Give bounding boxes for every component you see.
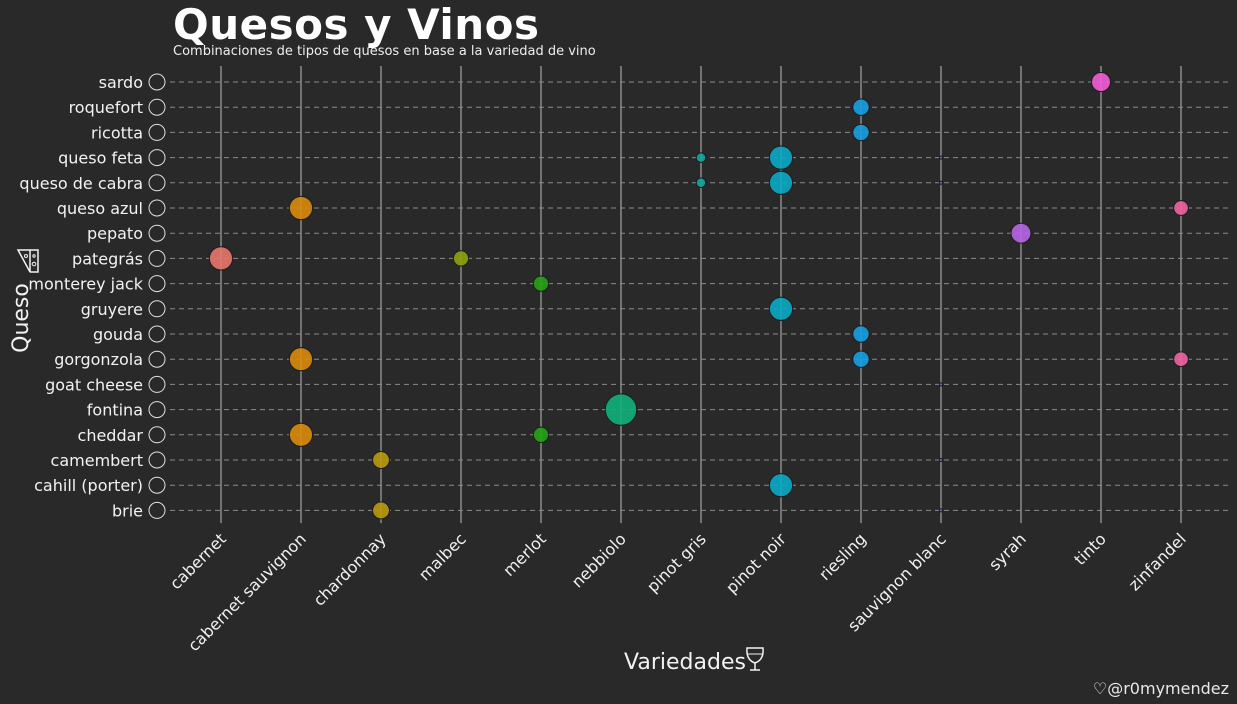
data-point: [852, 350, 870, 368]
circle-outline-icon: [148, 249, 166, 267]
circle-outline-icon: [148, 98, 166, 116]
y-tick-label: gorgonzola: [54, 350, 143, 369]
y-tick-label: brie: [112, 501, 143, 520]
y-tick-label: camembert: [51, 451, 143, 470]
data-point: [695, 177, 707, 189]
x-axis-label: Variedades: [624, 650, 746, 675]
circle-outline-icon: [148, 149, 166, 167]
y-tick-label: queso feta: [58, 149, 143, 168]
data-point: [532, 426, 550, 443]
data-point: [372, 451, 390, 469]
data-point: [288, 422, 314, 447]
data-point: [1173, 351, 1189, 368]
data-point: [695, 152, 707, 163]
data-point: [852, 123, 870, 142]
y-tick-label: roquefort: [69, 98, 143, 117]
data-points: [208, 72, 1189, 520]
data-point: [768, 145, 794, 170]
y-axis-ticks: sardo roquefort ricotta queso feta queso de …: [19, 73, 166, 520]
x-tick-label: chardonnay: [310, 529, 390, 609]
x-tick-label: pinot gris: [643, 529, 710, 596]
cheese-icon: [16, 249, 39, 273]
y-tick-label: goat cheese: [45, 375, 143, 394]
x-tick-label: pinot noir: [722, 529, 790, 597]
x-tick-label: cabernet: [166, 529, 230, 593]
data-point: [939, 155, 943, 160]
y-tick-label: cheddar: [78, 426, 144, 445]
circle-outline-icon: [148, 123, 166, 141]
circle-outline-icon: [148, 275, 166, 293]
y-tick-label: cahill (porter): [34, 476, 143, 495]
data-point: [939, 180, 943, 185]
y-tick-label: pategrás: [72, 249, 143, 268]
y-tick-label: monterey jack: [28, 275, 143, 294]
data-point: [288, 195, 314, 221]
data-point: [532, 275, 550, 292]
data-point: [604, 393, 638, 426]
y-tick-label: pepato: [87, 224, 143, 243]
circle-outline-icon: [148, 174, 166, 192]
y-tick-label: ricotta: [91, 123, 143, 142]
data-point: [208, 246, 234, 271]
data-point: [852, 325, 870, 343]
x-tick-label: merlot: [499, 529, 550, 580]
x-tick-label: zinfandel: [1125, 529, 1190, 594]
x-tick-label: riesling: [815, 529, 870, 584]
grid-lines: [170, 66, 1228, 523]
data-point: [1091, 72, 1111, 92]
circle-outline-icon: [148, 199, 166, 217]
data-point: [852, 98, 870, 116]
data-point: [372, 501, 390, 520]
data-point: [1010, 222, 1032, 244]
x-tick-label: malbec: [415, 529, 470, 584]
x-tick-label: nebbiolo: [568, 529, 630, 591]
data-point: [452, 250, 470, 267]
author-credit: ♡@r0mymendez: [1092, 679, 1229, 698]
circle-outline-icon: [148, 73, 166, 91]
y-axis-label: Queso: [9, 283, 34, 353]
circle-outline-icon: [148, 501, 166, 519]
circle-outline-icon: [148, 476, 166, 494]
y-tick-label: queso azul: [57, 199, 143, 218]
data-point: [768, 473, 794, 498]
circle-outline-icon: [148, 426, 166, 444]
data-point: [939, 508, 943, 513]
y-tick-label: sardo: [99, 73, 143, 92]
circle-outline-icon: [148, 451, 166, 469]
data-point: [939, 458, 943, 462]
y-tick-label: gouda: [93, 325, 143, 344]
circle-outline-icon: [148, 300, 166, 318]
chart-subtitle: Combinaciones de tipos de quesos en base…: [173, 44, 596, 59]
chart-title: Quesos y Vinos: [173, 0, 540, 49]
x-axis-label-group: Variedades: [624, 647, 764, 675]
circle-outline-icon: [148, 375, 166, 393]
circle-outline-icon: [148, 350, 166, 368]
y-tick-label: fontina: [87, 401, 143, 420]
circle-outline-icon: [148, 224, 166, 242]
wine-glass-icon: [746, 647, 764, 671]
x-tick-label: tinto: [1070, 529, 1110, 569]
circle-outline-icon: [148, 401, 166, 419]
data-point: [939, 382, 943, 387]
data-point: [1173, 200, 1189, 216]
y-tick-label: queso de cabra: [19, 174, 143, 193]
data-point: [768, 296, 794, 321]
y-tick-label: gruyere: [81, 300, 143, 319]
y-axis-label-group: Queso: [9, 249, 39, 353]
data-point: [768, 170, 794, 195]
circle-outline-icon: [148, 325, 166, 343]
data-point: [288, 347, 314, 372]
x-tick-label: syrah: [985, 529, 1030, 574]
